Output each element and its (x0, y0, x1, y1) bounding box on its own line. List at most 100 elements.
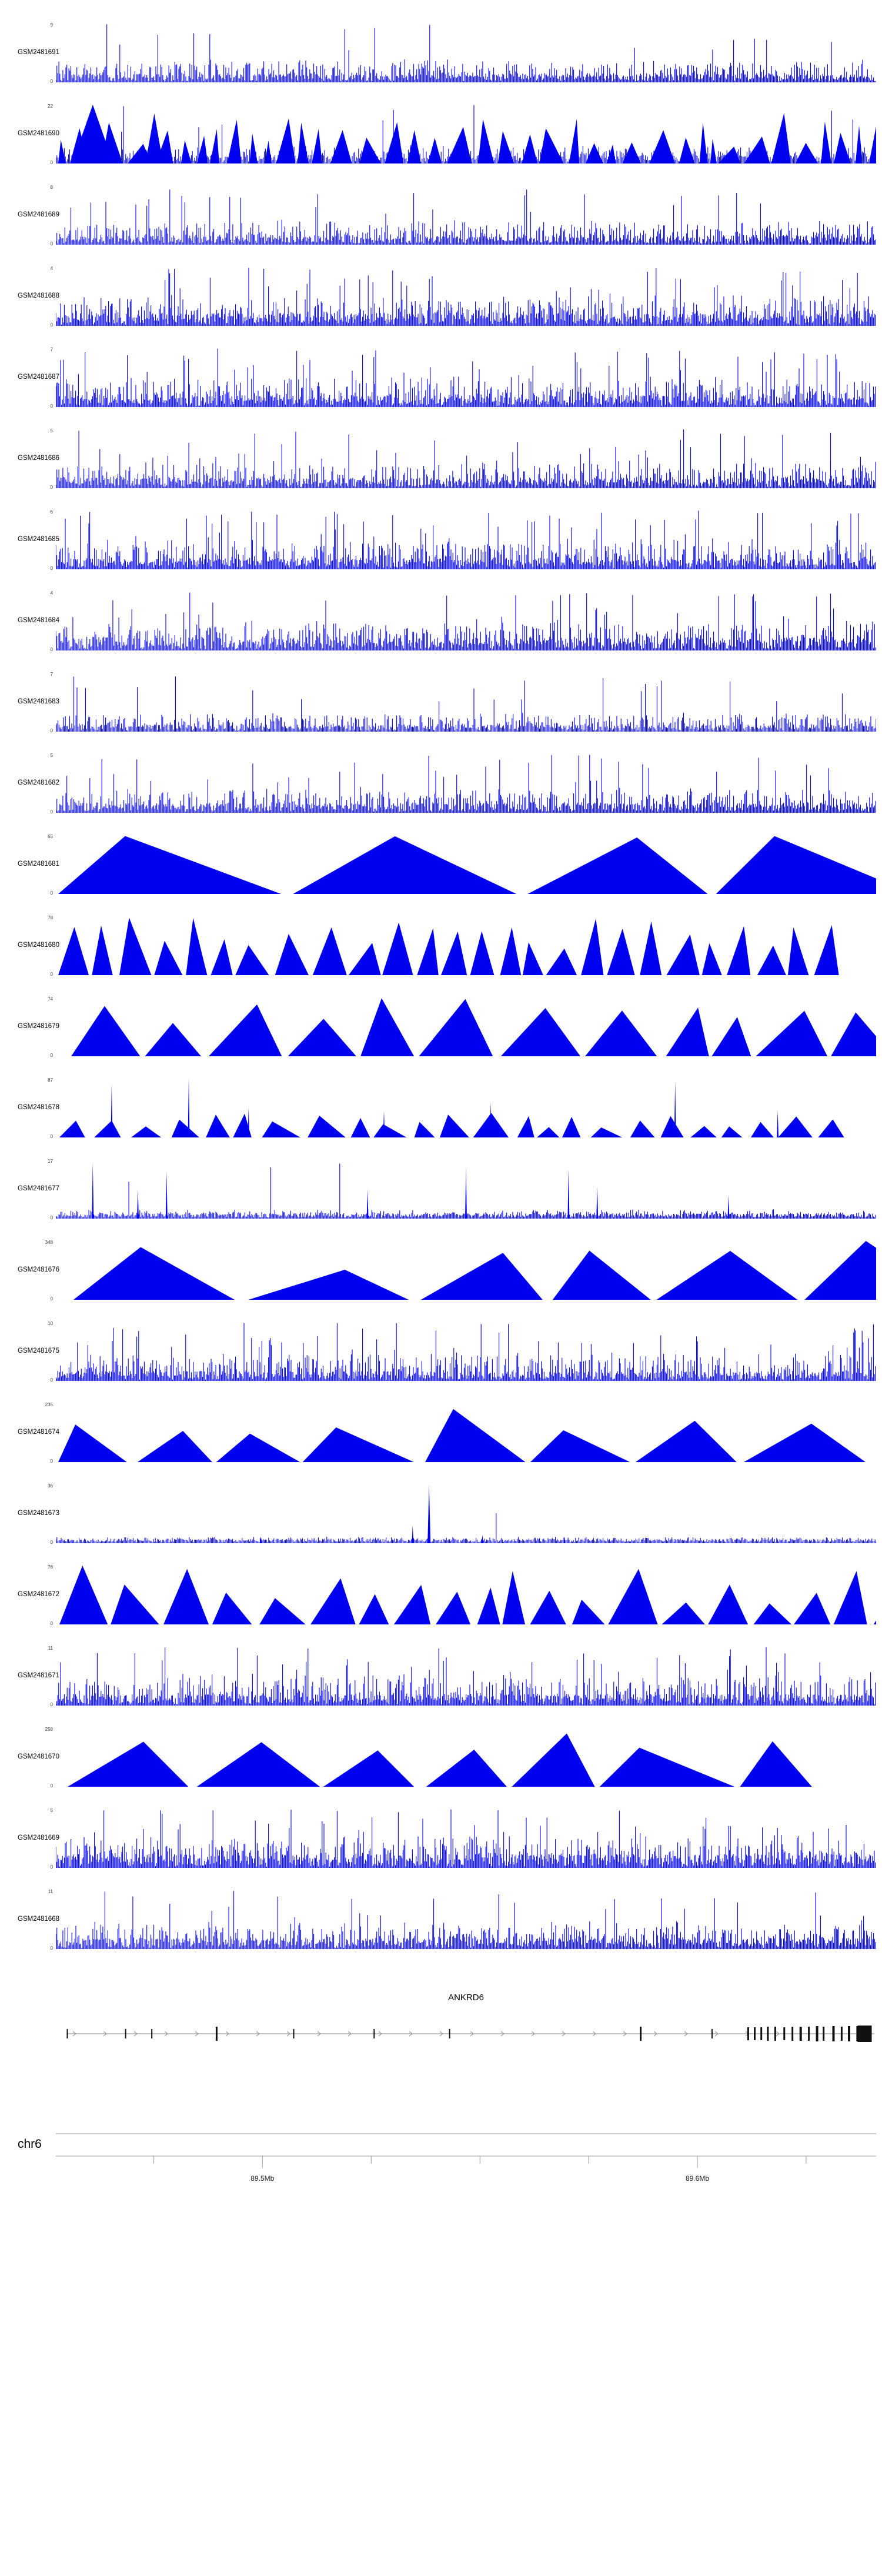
y-axis-min: 0 (50, 1621, 53, 1626)
track-row-GSM2481682: 5 0 GSM2481682 (0, 753, 882, 815)
track-label: GSM2481675 (18, 1347, 59, 1354)
coverage-plot (74, 1241, 876, 1300)
y-axis-min: 0 (50, 647, 53, 652)
strand-arrow-icon (776, 2031, 780, 2037)
y-axis-max: 10 (48, 1321, 53, 1326)
y-axis-min: 0 (50, 1540, 53, 1545)
track-label: GSM2481680 (18, 942, 59, 949)
y-axis-max: 76 (48, 1564, 53, 1570)
strand-arrow-icon (500, 2031, 505, 2037)
track-label: GSM2481679 (18, 1023, 59, 1030)
track-row-GSM2481669: 5 0 GSM2481669 (0, 1808, 882, 1870)
track-row-GSM2481681: 65 0 GSM2481681 (0, 834, 882, 896)
coverage-spikes (56, 510, 876, 569)
y-axis-max: 36 (48, 1483, 53, 1489)
exon (760, 2027, 763, 2040)
exon (640, 2027, 642, 2041)
y-axis-max: 65 (48, 834, 53, 839)
y-axis-min: 0 (50, 1215, 53, 1220)
track-row-GSM2481686: 5 0 GSM2481686 (0, 428, 882, 490)
track-row-GSM2481670: 258 0 GSM2481670 (0, 1727, 882, 1788)
coverage-plot (56, 510, 876, 569)
track-label: GSM2481677 (18, 1185, 59, 1192)
coverage-spikes (56, 348, 876, 407)
y-axis-max: 6 (50, 509, 53, 515)
coverage-plot (56, 1891, 876, 1949)
strand-arrow-icon (286, 2031, 290, 2037)
y-axis-max: 235 (45, 1402, 53, 1407)
track-row-GSM2481679: 74 0 GSM2481679 (0, 996, 882, 1058)
strand-arrow-icon (531, 2031, 535, 2037)
coverage-plot (56, 24, 876, 82)
gene-model-track (66, 2026, 874, 2042)
track-label: GSM2481686 (18, 455, 59, 462)
track-row-GSM2481689: 8 0 GSM2481689 (0, 185, 882, 246)
track-label: GSM2481690 (18, 130, 59, 137)
track-label: GSM2481674 (18, 1429, 59, 1436)
track-label: GSM2481682 (18, 779, 59, 786)
chromosome-label: chr6 (18, 2137, 42, 2151)
coverage-plot (56, 1323, 876, 1381)
coverage-spikes (56, 189, 876, 245)
track-row-GSM2481676: 348 0 GSM2481676 (0, 1240, 882, 1302)
track-label: GSM2481681 (18, 860, 59, 867)
exon (125, 2029, 126, 2038)
strand-arrow-icon (164, 2031, 168, 2037)
y-axis-min: 0 (50, 1134, 53, 1139)
strand-arrow-icon (714, 2031, 719, 2037)
track-row-GSM2481691: 9 0 GSM2481691 (0, 22, 882, 84)
strand-arrow-icon (348, 2031, 352, 2037)
coverage-spikes (56, 592, 876, 650)
strand-arrow-icon (133, 2031, 138, 2037)
y-axis-max: 87 (48, 1077, 53, 1083)
strand-arrow-icon (653, 2031, 657, 2037)
exon (840, 2027, 843, 2041)
y-axis-min: 0 (50, 1377, 53, 1383)
coverage-plot (58, 836, 876, 894)
coverage-plot (58, 1409, 866, 1462)
strand-arrow-icon (378, 2031, 382, 2037)
coverage-plot (56, 755, 876, 813)
exon (711, 2029, 713, 2038)
coverage-spikes (56, 755, 876, 813)
y-axis-max: 78 (48, 915, 53, 920)
coverage-plot (56, 268, 876, 326)
track-label: GSM2481668 (18, 1916, 59, 1923)
y-axis-max: 5 (50, 1808, 53, 1813)
track-row-GSM2481680: 78 0 GSM2481680 (0, 915, 882, 977)
coverage-plot (56, 592, 876, 650)
coverage-spikes (56, 268, 876, 326)
y-axis-max: 22 (48, 104, 53, 109)
track-row-GSM2481678: 87 0 GSM2481678 (0, 1077, 882, 1139)
track-row-GSM2481672: 76 0 GSM2481672 (0, 1564, 882, 1626)
exon (215, 2027, 218, 2041)
strand-arrow-icon (72, 2031, 76, 2037)
exon (791, 2027, 794, 2041)
coverage-plot (56, 1163, 876, 1219)
exon (816, 2026, 818, 2041)
y-axis-min: 0 (50, 809, 53, 815)
track-label: GSM2481688 (18, 292, 59, 299)
exon (293, 2029, 295, 2038)
y-axis-max: 74 (48, 996, 53, 1002)
y-axis-max: 11 (48, 1646, 53, 1651)
coverage-tall-spikes (260, 1484, 566, 1543)
coverage-peaks (59, 1566, 876, 1624)
strand-arrow-icon (195, 2031, 199, 2037)
coverage-spikes (56, 429, 876, 488)
axis-tick-label: 89.6Mb (686, 2174, 709, 2183)
strand-arrow-icon (409, 2031, 413, 2037)
track-row-GSM2481674: 235 0 GSM2481674 (0, 1402, 882, 1464)
exon (747, 2027, 749, 2040)
track-row-GSM2481690: 22 0 GSM2481690 (0, 104, 882, 165)
track-row-GSM2481673: 36 0 GSM2481673 (0, 1483, 882, 1545)
track-label: GSM2481676 (18, 1266, 59, 1273)
y-axis-max: 7 (50, 347, 53, 352)
track-label: GSM2481687 (18, 373, 59, 381)
axis-tick-label: 89.5Mb (250, 2174, 274, 2183)
strand-arrow-icon (225, 2031, 229, 2037)
exon (848, 2026, 850, 2041)
coverage-spikes (56, 1891, 876, 1949)
coverage-plot (56, 676, 876, 732)
y-axis-max: 7 (50, 672, 53, 677)
